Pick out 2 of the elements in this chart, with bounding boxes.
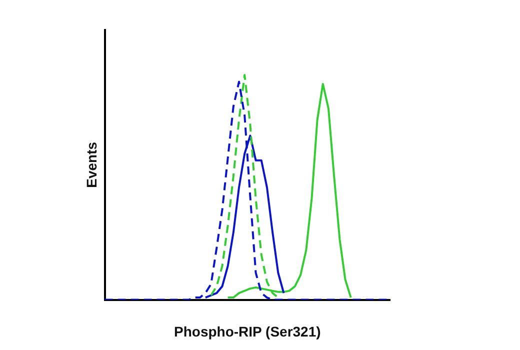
y-axis-title: Events: [83, 142, 100, 188]
x-axis-title: Phospho-RIP (Ser321): [174, 323, 321, 340]
